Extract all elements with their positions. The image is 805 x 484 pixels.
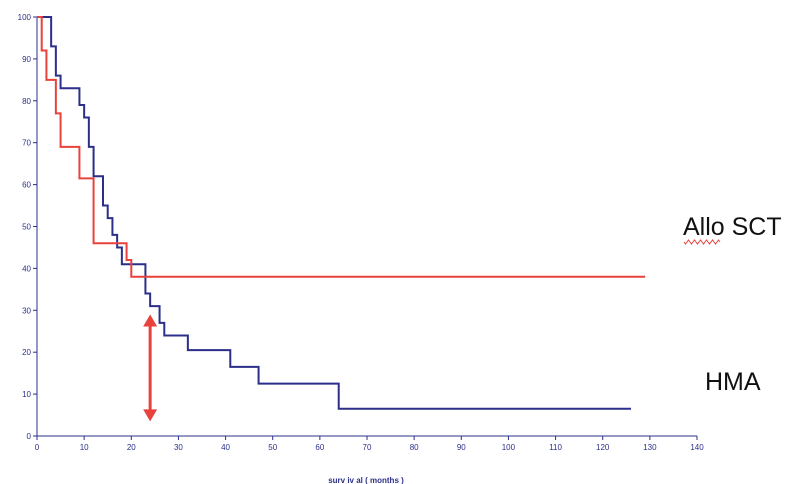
- series-line-hma: [37, 16, 631, 410]
- x-tick-label: 130: [643, 443, 657, 452]
- x-tick-label: 60: [315, 443, 324, 452]
- x-tick-label: 20: [127, 443, 136, 452]
- y-tick-label: 60: [22, 181, 31, 190]
- y-tick-label: 90: [22, 55, 31, 64]
- x-axis-ticks: 0 10 20 30 40 50 60 70 80 90 100 110 120 130 140: [35, 436, 704, 452]
- x-tick-label: 40: [221, 443, 230, 452]
- y-tick-label: 80: [22, 97, 31, 106]
- arrow-head-down: [143, 409, 158, 422]
- y-tick-label: 0: [27, 432, 32, 441]
- y-tick-label: 40: [22, 264, 31, 273]
- y-axis-ticks: 0 10 20 30 40 50 60 70 80 90 100: [18, 13, 37, 441]
- x-tick-label: 140: [690, 443, 704, 452]
- annotation-layer: [143, 314, 158, 422]
- x-axis-label: surv iv al ( months ): [328, 476, 404, 484]
- x-tick-label: 30: [174, 443, 183, 452]
- arrow-head-up: [143, 314, 158, 327]
- axes: [36, 17, 697, 437]
- y-tick-label: 10: [22, 390, 31, 399]
- series-label-allo-sct: Allo SCT: [683, 213, 782, 241]
- x-tick-label: 50: [268, 443, 277, 452]
- y-tick-label: 50: [22, 223, 31, 232]
- y-tick-label: 100: [18, 13, 32, 22]
- spellcheck-underline: [683, 239, 721, 245]
- y-tick-label: 70: [22, 139, 31, 148]
- x-tick-label: 0: [35, 443, 40, 452]
- x-tick-label: 110: [549, 443, 562, 452]
- x-tick-label: 80: [410, 443, 419, 452]
- x-tick-label: 10: [80, 443, 89, 452]
- difference-arrow: [143, 314, 158, 422]
- x-tick-label: 90: [457, 443, 466, 452]
- y-tick-label: 20: [22, 348, 31, 357]
- series-line-allo-sct: [37, 16, 646, 278]
- x-tick-label: 120: [596, 443, 610, 452]
- x-tick-label: 70: [363, 443, 372, 452]
- series-layer: [37, 16, 646, 410]
- x-tick-label: 100: [502, 443, 516, 452]
- y-tick-label: 30: [22, 306, 31, 315]
- series-label-hma: HMA: [705, 368, 761, 396]
